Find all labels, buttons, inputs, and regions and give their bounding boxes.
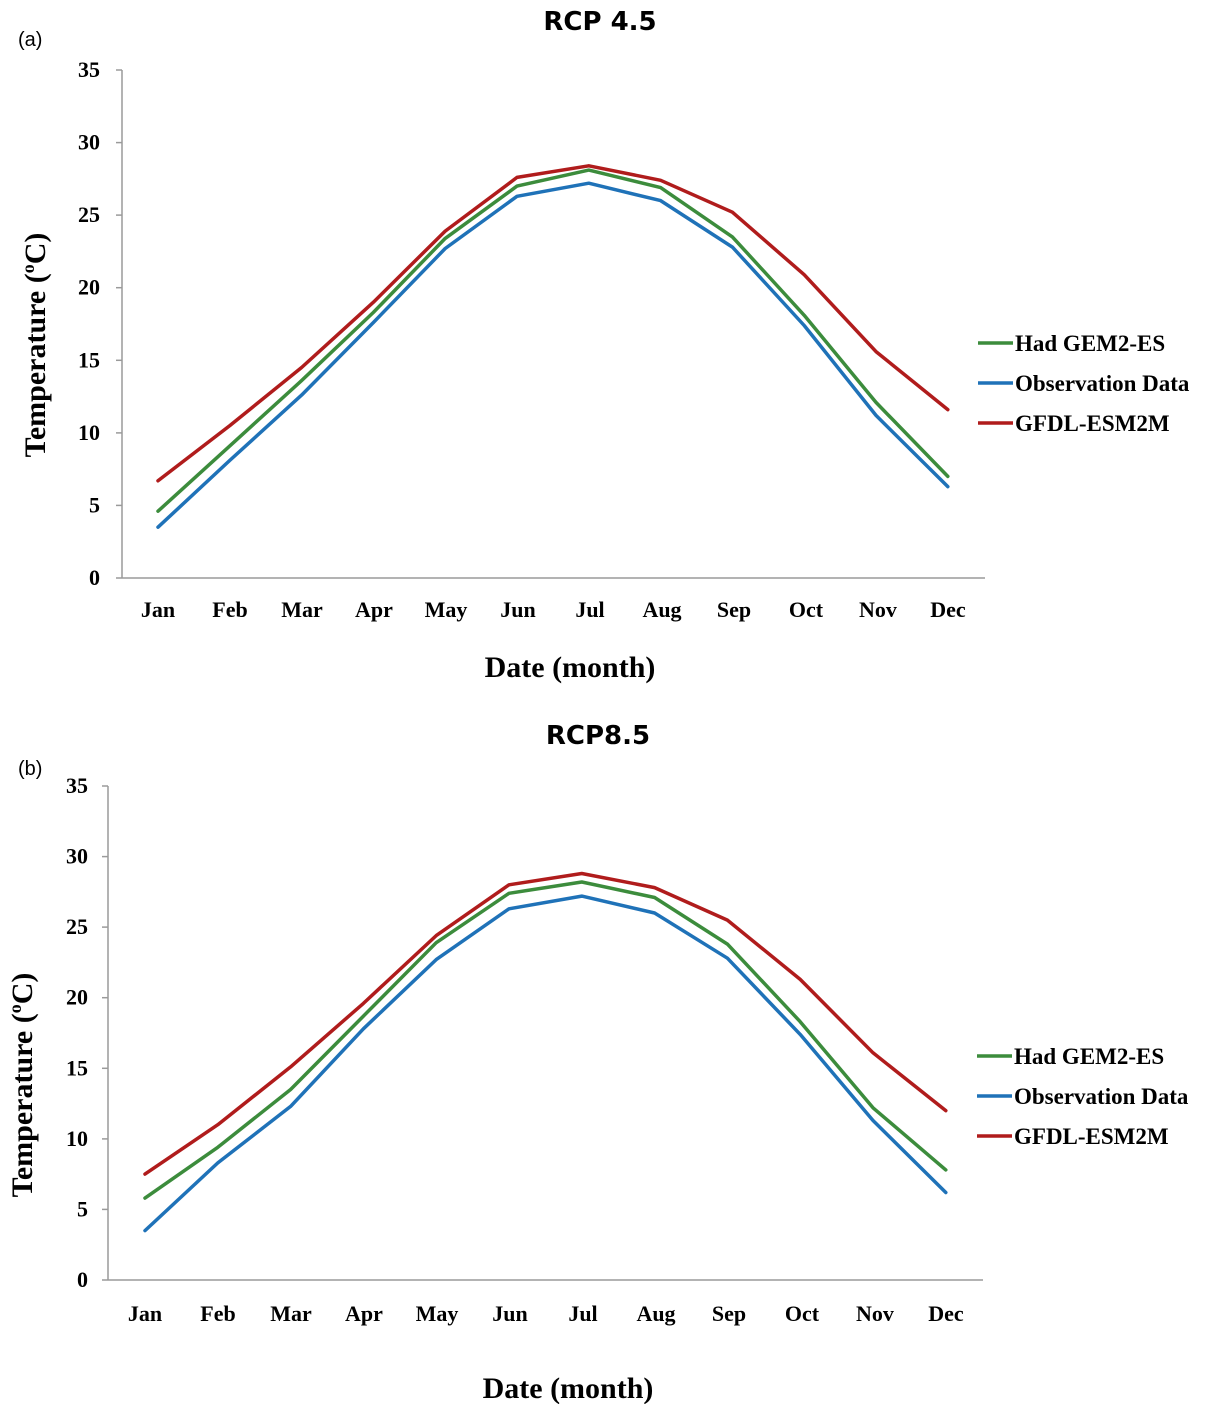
y-tick-label: 10 [66,1126,88,1151]
y-tick-label: 20 [78,275,100,300]
x-tick-label: Feb [212,597,247,622]
series-line-observation-data [156,181,950,529]
y-tick-label: 15 [78,347,100,372]
y-tick-marks [116,69,122,507]
chart-title: RCP8.5 [546,721,650,751]
x-tick-label: Nov [859,597,897,622]
y-tick-labels: 0 5 10 15 20 25 30 35 [78,57,100,590]
x-tick-labels: Jan Feb Mar Apr May Jun Jul Aug Sep Oct … [141,597,966,622]
x-tick-label: Jul [575,597,604,622]
y-tick-label: 15 [66,1055,88,1080]
x-tick-label: Nov [856,1301,894,1326]
x-tick-label: Aug [636,1301,675,1326]
panel-label: (b) [18,758,42,780]
x-tick-label: Aug [642,597,681,622]
chart-panel-b: RCP8.5 (b) 0 5 10 15 20 25 30 35 Jan Feb… [5,721,1189,1404]
y-tick-label: 5 [89,492,100,517]
y-tick-label: 25 [66,914,88,939]
legend-item: Observation Data [978,371,1190,396]
legend-item: Had GEM2-ES [978,331,1165,356]
panel-label: (a) [18,29,42,51]
y-tick-label: 5 [77,1196,88,1221]
legend-item: GFDL-ESM2M [977,1124,1169,1149]
legend-item: GFDL-ESM2M [978,411,1170,436]
x-tick-label: Jun [500,597,535,622]
x-tick-label: Sep [717,597,751,622]
legend: Had GEM2-ES Observation Data GFDL-ESM2M [978,331,1190,436]
legend-item: Had GEM2-ES [977,1044,1164,1069]
series-line-gfdl-esm2m [143,871,948,1176]
x-tick-label: Jan [141,597,175,622]
x-tick-label: May [425,597,468,622]
y-tick-label: 20 [66,985,88,1010]
x-tick-label: Dec [930,597,966,622]
y-tick-label: 30 [66,844,88,869]
x-tick-label: Oct [789,597,824,622]
chart-panel-a: RCP 4.5 (a) 0 5 10 15 20 25 30 35 Jan Fe… [18,7,1190,684]
x-tick-label: Apr [355,597,393,622]
y-tick-label: 10 [78,420,100,445]
x-tick-label: May [416,1301,459,1326]
x-tick-label: Sep [712,1301,746,1326]
x-tick-label: Jan [128,1301,162,1326]
y-tick-label: 0 [77,1267,88,1292]
y-tick-marks [102,785,108,1211]
y-tick-label: 35 [78,57,100,82]
x-tick-label: Apr [345,1301,383,1326]
legend: Had GEM2-ES Observation Data GFDL-ESM2M [977,1044,1189,1149]
x-axis-title: Date (month) [483,1372,654,1404]
plot-series [156,164,950,529]
x-axis-title: Date (month) [485,651,656,684]
x-tick-label: Dec [928,1301,964,1326]
legend-label: Had GEM2-ES [1014,1044,1164,1069]
x-tick-label: Mar [281,597,323,622]
x-tick-label: Jun [492,1301,527,1326]
series-line-gfdl-esm2m [156,164,950,483]
legend-label: Observation Data [1015,371,1190,396]
legend-label: Observation Data [1014,1084,1189,1109]
y-axis-title: Temperature (oC) [18,233,52,458]
x-tick-label: Jul [568,1301,597,1326]
series-line-had-gem2-es [156,168,950,513]
legend-label: GFDL-ESM2M [1015,411,1170,436]
legend-label: GFDL-ESM2M [1014,1124,1169,1149]
y-axis-title: Temperature (oC) [5,973,39,1198]
chart-title: RCP 4.5 [543,7,656,37]
legend-item: Observation Data [977,1084,1189,1109]
y-tick-label: 30 [78,130,100,155]
x-tick-label: Feb [200,1301,235,1326]
y-tick-label: 0 [89,565,100,590]
plot-series [143,871,948,1233]
y-tick-label: 35 [66,773,88,798]
x-tick-label: Mar [270,1301,312,1326]
legend-label: Had GEM2-ES [1015,331,1165,356]
y-tick-label: 25 [78,202,100,227]
x-tick-labels: Jan Feb Mar Apr May Jun Jul Aug Sep Oct … [128,1301,964,1326]
y-tick-labels: 0 5 10 15 20 25 30 35 [66,773,88,1292]
x-tick-label: Oct [785,1301,820,1326]
series-line-had-gem2-es [143,880,948,1200]
series-line-observation-data [143,894,948,1233]
